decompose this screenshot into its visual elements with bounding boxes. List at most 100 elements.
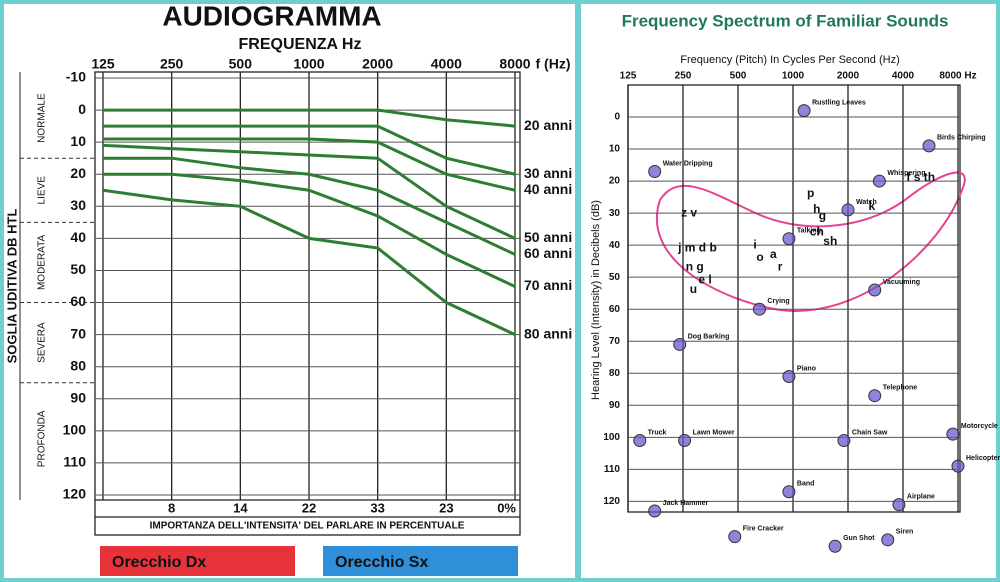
y-tick-label: 20 xyxy=(70,165,86,181)
sound-label: Chain Saw xyxy=(852,429,888,436)
speech-sound: j m d b xyxy=(677,241,717,255)
x-tick-label: 250 xyxy=(675,71,692,82)
legend-button[interactable] xyxy=(323,546,518,576)
x-tick-label: 2000 xyxy=(837,71,860,82)
x-tick-label: 1000 xyxy=(293,56,324,72)
series-line xyxy=(103,156,516,256)
sound-marker xyxy=(828,539,842,553)
speech-sound: h xyxy=(813,202,820,216)
speech-sound: n g xyxy=(686,260,704,274)
y-tick-label: 40 xyxy=(70,229,86,245)
sound-marker xyxy=(868,389,882,403)
sound-marker xyxy=(892,498,906,512)
legend-label[interactable]: Orecchio Dx xyxy=(112,554,206,571)
sound-label: Crying xyxy=(767,298,789,305)
sound-label: Gun Shot xyxy=(843,535,875,542)
plot-frame xyxy=(94,71,521,536)
y-tick-label: 30 xyxy=(609,208,621,219)
y-tick-label: 70 xyxy=(609,336,621,347)
x-tick-label: 125 xyxy=(91,56,115,72)
y-tick-label: 20 xyxy=(609,176,621,187)
sound-marker xyxy=(841,203,855,217)
series-label: 80 anni xyxy=(524,325,572,341)
sound-label: Airplane xyxy=(907,493,935,500)
sound-marker xyxy=(782,485,796,499)
y-tick-label: 80 xyxy=(609,368,621,379)
y-tick-label: 10 xyxy=(609,144,621,155)
legend-label[interactable]: Orecchio Sx xyxy=(335,554,428,571)
sound-label: Whispering xyxy=(887,170,925,177)
sound-label: Dog Barking xyxy=(688,333,730,340)
speech-sound: sh xyxy=(823,234,837,248)
speech-sound: g xyxy=(819,208,826,222)
y-tick-label: 60 xyxy=(70,293,86,309)
y-tick-label: 120 xyxy=(603,496,620,507)
band-label: SEVERA xyxy=(37,322,48,363)
series-label: 40 anni xyxy=(524,181,572,197)
sound-marker xyxy=(922,139,936,153)
importance-value: 8 xyxy=(168,500,175,515)
sound-marker xyxy=(881,533,895,547)
y-axis-label: Hearing Level (Intensity) in Decibels (d… xyxy=(590,200,602,400)
y-tick-label: 60 xyxy=(609,304,621,315)
series-label: 70 anni xyxy=(524,277,572,293)
importance-label: IMPORTANZA DELL'INTENSITA' DEL PARLARE I… xyxy=(150,521,465,532)
sound-marker xyxy=(648,504,662,518)
x-tick-label: 4000 xyxy=(431,56,462,72)
y-tick-label: 0 xyxy=(614,112,620,123)
sound-marker xyxy=(797,104,811,118)
x-axis-label: Frequency (Pitch) In Cycles Per Second (… xyxy=(680,54,899,66)
sound-label: Motorcycle xyxy=(961,423,998,430)
sound-marker xyxy=(868,283,882,297)
speech-sound: o xyxy=(756,250,763,264)
importance-value: 23 xyxy=(439,500,453,515)
chart-title: Frequency Spectrum of Familiar Sounds xyxy=(622,11,949,30)
speech-sound: k xyxy=(868,199,875,213)
x-tick-label: 1000 xyxy=(782,71,805,82)
speech-sound: p xyxy=(807,186,814,200)
sound-label: Watch xyxy=(856,199,877,206)
sound-label: Water Dripping xyxy=(663,160,713,167)
sound-marker xyxy=(872,174,886,188)
divider xyxy=(575,2,581,580)
y-tick-label: 100 xyxy=(63,422,87,438)
series-line xyxy=(103,137,516,192)
sound-label: Fire Cracker xyxy=(743,525,784,532)
x-tick-label: 2000 xyxy=(362,56,393,72)
x-tick-label: 8000 xyxy=(499,56,530,72)
x-tick-label: 4000 xyxy=(892,71,915,82)
x-tick-label: 500 xyxy=(229,56,253,72)
sound-marker xyxy=(678,434,692,448)
legend-button[interactable] xyxy=(100,546,295,576)
sound-label: Lawn Mower xyxy=(693,429,735,436)
series-line xyxy=(103,108,516,128)
y-tick-label: 120 xyxy=(63,486,87,502)
speech-sound: a xyxy=(770,247,777,261)
speech-banana xyxy=(656,171,966,312)
sound-marker xyxy=(728,530,742,544)
sound-marker xyxy=(951,459,965,473)
series-line xyxy=(102,188,516,336)
speech-sound: ch xyxy=(810,225,824,239)
y-tick-label: 70 xyxy=(70,325,86,341)
sound-label: Helicopter xyxy=(966,455,1000,462)
band-label: PROFONDA xyxy=(37,410,48,467)
sound-marker xyxy=(752,302,766,316)
speech-sound: f s th xyxy=(906,170,935,184)
x-tick-label: 500 xyxy=(730,71,747,82)
band-label: MODERATA xyxy=(37,235,48,291)
y-tick-label: 110 xyxy=(63,454,86,470)
band-label: LIEVE xyxy=(37,176,48,205)
chart-title: AUDIOGRAMMA xyxy=(162,0,381,31)
y-tick-label: 30 xyxy=(70,197,86,213)
speech-sound: e l xyxy=(698,273,711,287)
y-tick-label: 110 xyxy=(604,464,621,475)
series-label: 30 anni xyxy=(524,165,572,181)
speech-sound: u xyxy=(690,282,697,296)
sound-marker xyxy=(837,434,851,448)
y-axis-label: SOGLIA UDITIVA DB HTL xyxy=(4,209,19,364)
importance-value: 22 xyxy=(302,500,316,515)
sound-label: Vacuuming xyxy=(883,279,920,286)
